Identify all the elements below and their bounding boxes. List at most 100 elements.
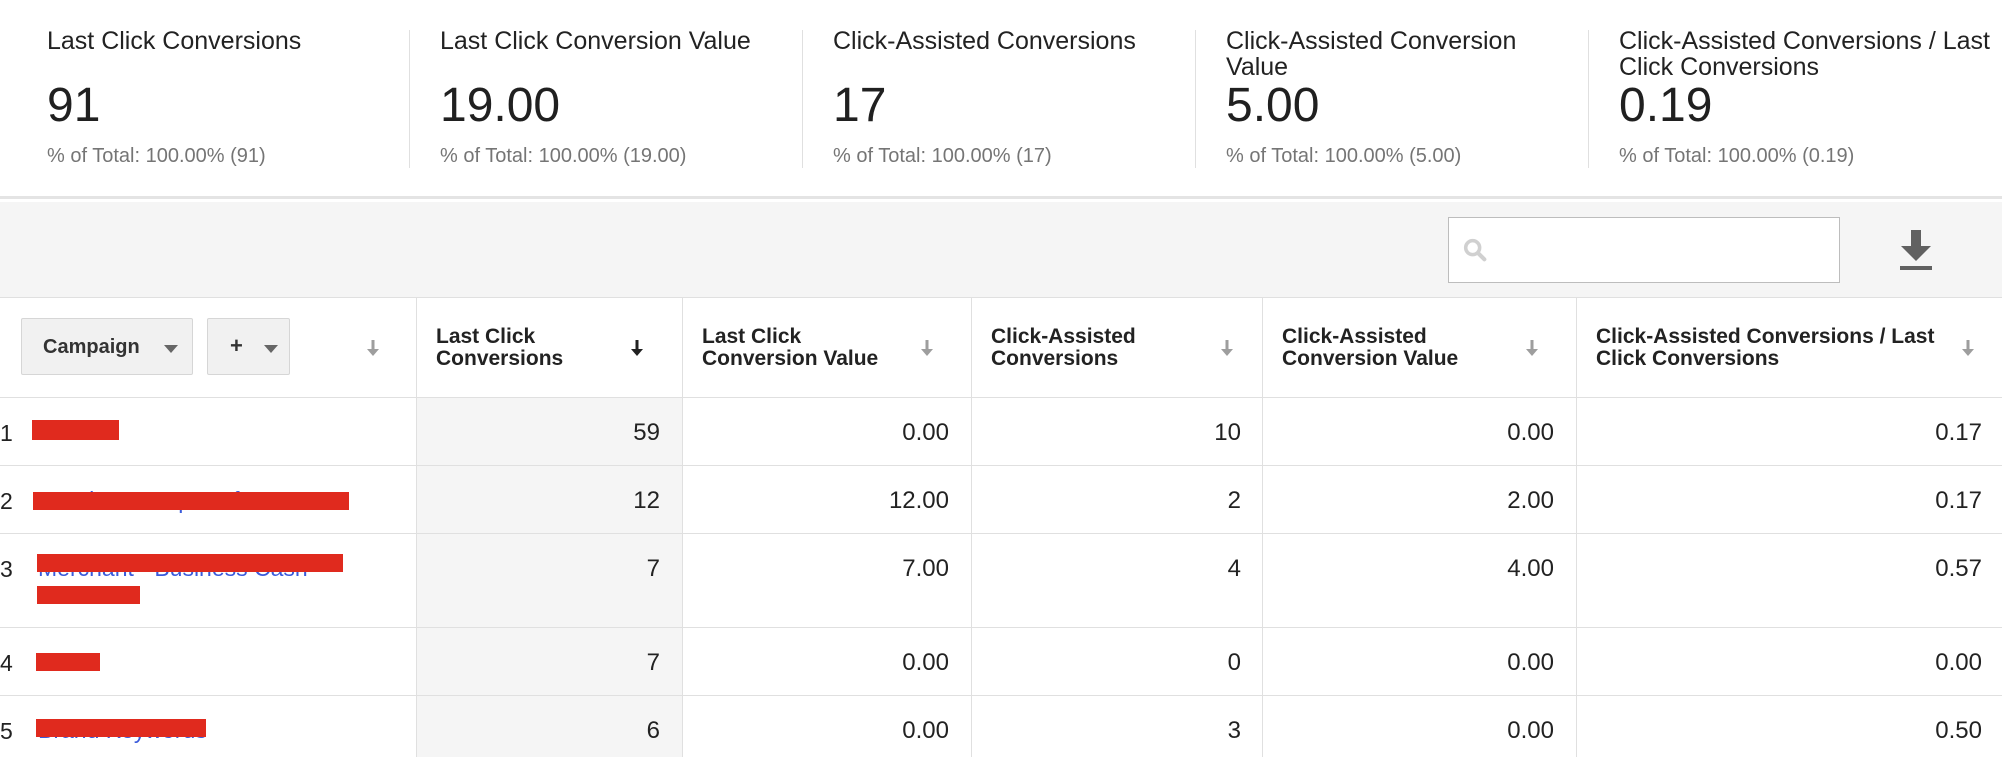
column-header-last-click-conversions[interactable]: Last Click Conversions xyxy=(416,298,682,398)
cell-last-click-conversions: 59 xyxy=(633,419,660,446)
column-header-click-assisted-conversions[interactable]: Click-Assisted Conversions xyxy=(971,298,1262,398)
summary-scorecard: Last Click Conversions 91 % of Total: 10… xyxy=(0,0,2002,199)
cell-assisted-last-click-ratio: 0.17 xyxy=(1935,419,1982,446)
row-index: 5 xyxy=(0,718,13,744)
add-dimension-label: + xyxy=(230,333,243,358)
cell-click-assisted-conversion-value: 4.00 xyxy=(1507,555,1554,582)
metric-divider xyxy=(802,30,803,168)
metric-percent-of-total: % of Total: 100.00% (91) xyxy=(47,145,266,167)
column-divider xyxy=(682,298,683,757)
metric-label: Click-Assisted Conversions / Last Click … xyxy=(1619,27,1990,81)
cell-click-assisted-conversions: 2 xyxy=(1227,487,1241,514)
table-row: 1 Search 59 0.00 10 0.00 0.17 xyxy=(0,398,2002,466)
row-index: 2 xyxy=(0,488,13,514)
cell-assisted-last-click-ratio: 0.00 xyxy=(1935,649,1982,676)
cell-click-assisted-conversions: 0 xyxy=(1227,649,1241,676)
sort-arrow-icon[interactable] xyxy=(1959,338,1977,358)
column-divider xyxy=(1576,298,1577,757)
column-header-label: Click-Assisted Conversions xyxy=(991,325,1136,370)
add-secondary-dimension-button[interactable]: + xyxy=(207,318,290,375)
cell-click-assisted-conversion-value: 0.00 xyxy=(1507,717,1554,744)
redaction-mark xyxy=(33,492,349,510)
metric-percent-of-total: % of Total: 100.00% (0.19) xyxy=(1619,145,1855,167)
cell-last-click-conversion-value: 0.00 xyxy=(902,649,949,676)
metric-last-click-conversion-value: Last Click Conversion Value 19.00 % of T… xyxy=(409,0,802,199)
metric-label: Click-Assisted Conversion Value xyxy=(1226,27,1517,81)
metric-value: 19.00 xyxy=(440,79,561,132)
cell-assisted-last-click-ratio: 0.50 xyxy=(1935,717,1982,744)
metric-value: 5.00 xyxy=(1226,79,1320,132)
metric-divider xyxy=(409,30,410,168)
table-row: 5 Brand Keywords 6 0.00 3 0.00 0.50 xyxy=(0,696,2002,757)
redaction-mark xyxy=(32,420,119,440)
table-row: 4 RLSA 7 0.00 0 0.00 0.00 xyxy=(0,628,2002,696)
column-header-label: Click-Assisted Conversions / Last Click … xyxy=(1596,325,1935,370)
cell-click-assisted-conversion-value: 2.00 xyxy=(1507,487,1554,514)
metric-percent-of-total: % of Total: 100.00% (17) xyxy=(833,145,1052,167)
row-index: 4 xyxy=(0,650,13,676)
cell-last-click-conversions: 7 xyxy=(646,649,660,676)
cell-last-click-conversion-value: 0.00 xyxy=(902,717,949,744)
redaction-mark xyxy=(37,586,140,604)
row-index: 3 xyxy=(0,556,13,582)
column-header-label: Last Click Conversion Value xyxy=(702,325,879,370)
search-input[interactable] xyxy=(1499,226,1829,274)
column-header-last-click-conversion-value[interactable]: Last Click Conversion Value xyxy=(682,298,971,398)
cell-last-click-conversion-value: 0.00 xyxy=(902,419,949,446)
sort-arrow-icon[interactable] xyxy=(364,338,382,358)
sorted-column-cell xyxy=(416,466,682,533)
column-header-label: Click-Assisted Conversion Value xyxy=(1282,325,1459,370)
metric-divider xyxy=(1588,30,1589,168)
table-toolbar xyxy=(0,202,2002,298)
metric-percent-of-total: % of Total: 100.00% (19.00) xyxy=(440,145,687,167)
table-header-row: Campaign + Last Click Conversions Last C… xyxy=(0,298,2002,398)
campaign-dimension-label: Campaign xyxy=(43,336,140,358)
cell-last-click-conversion-value: 12.00 xyxy=(888,487,949,514)
sort-arrow-icon[interactable] xyxy=(1523,338,1541,358)
metric-click-assisted-conversions: Click-Assisted Conversions 17 % of Total… xyxy=(802,0,1195,199)
cell-click-assisted-conversions: 4 xyxy=(1227,555,1241,582)
cell-click-assisted-conversion-value: 0.00 xyxy=(1507,649,1554,676)
cell-click-assisted-conversion-value: 0.00 xyxy=(1507,419,1554,446)
redaction-mark xyxy=(36,719,206,737)
metric-divider xyxy=(1195,30,1196,168)
sorted-column-cell xyxy=(416,628,682,695)
cell-click-assisted-conversions: 3 xyxy=(1227,717,1241,744)
metric-label: Last Click Conversion Value xyxy=(440,27,751,55)
metric-click-assisted-conversion-value: Click-Assisted Conversion Value 5.00 % o… xyxy=(1195,0,1588,199)
cell-last-click-conversions: 6 xyxy=(646,717,660,744)
chevron-down-icon xyxy=(264,345,278,353)
sort-arrow-icon[interactable] xyxy=(1218,338,1236,358)
metric-label: Last Click Conversions xyxy=(47,27,302,55)
column-header-assisted-last-click-ratio[interactable]: Click-Assisted Conversions / Last Click … xyxy=(1576,298,2002,398)
metric-last-click-conversions: Last Click Conversions 91 % of Total: 10… xyxy=(0,0,409,199)
row-index: 1 xyxy=(0,420,13,446)
metric-value: 17 xyxy=(833,79,887,132)
column-divider xyxy=(416,298,417,757)
metric-label: Click-Assisted Conversions xyxy=(833,27,1136,55)
sort-arrow-icon[interactable] xyxy=(918,338,936,358)
column-header-click-assisted-conversion-value[interactable]: Click-Assisted Conversion Value xyxy=(1262,298,1576,398)
metric-value: 0.19 xyxy=(1619,79,1713,132)
search-icon xyxy=(1463,238,1487,262)
dimension-header: Campaign + xyxy=(0,298,416,398)
cell-last-click-conversions: 12 xyxy=(633,487,660,514)
metric-percent-of-total: % of Total: 100.00% (5.00) xyxy=(1226,145,1462,167)
metric-value: 91 xyxy=(47,79,101,132)
metric-assisted-last-click-ratio: Click-Assisted Conversions / Last Click … xyxy=(1588,0,2002,199)
table-row: 2 Merchant - Top Perf 12 12.00 2 2.00 0.… xyxy=(0,466,2002,534)
campaign-dimension-button[interactable]: Campaign xyxy=(21,318,193,375)
cell-click-assisted-conversions: 10 xyxy=(1214,419,1241,446)
cell-assisted-last-click-ratio: 0.17 xyxy=(1935,487,1982,514)
sorted-column-cell xyxy=(416,534,682,627)
search-box[interactable] xyxy=(1448,217,1840,283)
column-header-label: Last Click Conversions xyxy=(436,325,564,370)
column-divider xyxy=(971,298,972,757)
download-icon[interactable] xyxy=(1895,228,1937,272)
redaction-mark xyxy=(37,554,343,572)
sorted-column-cell xyxy=(416,696,682,757)
chevron-down-icon xyxy=(164,345,178,353)
redaction-mark xyxy=(36,653,100,671)
campaign-table: Campaign + Last Click Conversions Last C… xyxy=(0,298,2002,757)
sort-arrow-active-icon[interactable] xyxy=(628,338,646,358)
